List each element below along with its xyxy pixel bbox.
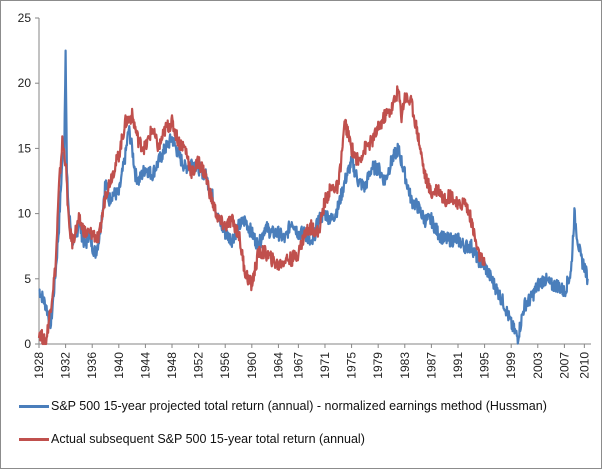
legend-label-actual: Actual subsequent S&P 500 15-year total … [51,432,365,446]
y-tick-label: 25 [18,11,32,25]
legend-item-actual: Actual subsequent S&P 500 15-year total … [19,432,365,446]
x-tick-label: 1983 [398,352,412,379]
x-tick-label: 1960 [245,352,259,379]
x-tick-label: 1964 [271,352,285,379]
x-tick-label: 1940 [112,352,126,379]
y-tick-label: 5 [24,272,31,286]
x-axis-ticks: 1928 1932 1936 1940 1944 1948 1952 1956 1960 1964… [32,344,591,379]
x-tick-label: 1948 [165,352,179,379]
x-tick-label: 1952 [192,352,206,379]
y-axis-ticks: 0 5 10 15 20 25 [18,11,39,351]
y-tick-label: 10 [18,207,32,221]
series-line-actual [37,85,486,346]
x-tick-label: 1932 [59,352,73,379]
x-tick-label: 1971 [318,352,332,379]
legend-swatch-actual [19,437,49,441]
x-tick-label: 1995 [478,352,492,379]
x-tick-label: 1967 [291,352,305,379]
x-tick-label: 1956 [218,352,232,379]
legend-item-projected: S&P 500 15-year projected total return (… [19,399,547,413]
x-tick-label: 1944 [138,352,152,379]
x-tick-label: 1928 [32,352,46,379]
x-tick-label: 1999 [504,352,518,379]
x-tick-label: 2010 [577,352,591,379]
x-tick-label: 2007 [557,352,571,379]
x-tick-label: 1979 [371,352,385,379]
series-lines [37,49,589,346]
series-line-projected [38,49,589,345]
x-tick-label: 1991 [451,352,465,379]
x-tick-label: 2003 [531,352,545,379]
y-tick-label: 20 [18,76,32,90]
legend-label-projected: S&P 500 15-year projected total return (… [51,399,547,413]
legend-swatch-projected [19,404,49,408]
x-tick-label: 1975 [345,352,359,379]
y-tick-label: 15 [18,141,32,155]
x-tick-label: 1936 [85,352,99,379]
y-tick-label: 0 [24,337,31,351]
x-tick-label: 1987 [424,352,438,379]
